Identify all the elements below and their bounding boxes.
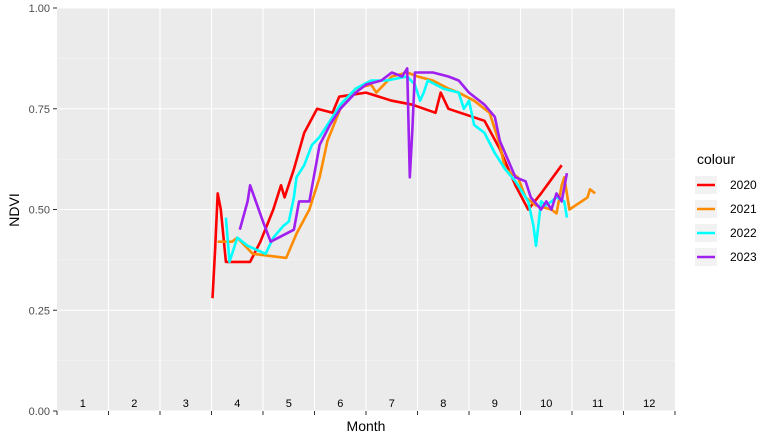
month-label: 7 (389, 398, 395, 410)
y-tick-label: 0.75 (29, 104, 50, 116)
month-label: 2 (131, 398, 137, 410)
grid-lines (57, 7, 675, 412)
y-tick-label: 0.50 (29, 205, 50, 217)
y-tick-label: 0.25 (29, 305, 50, 317)
y-axis: 0.00 0.25 0.50 0.75 1.00 (29, 3, 57, 418)
month-labels: 1 2 3 4 5 6 7 8 9 10 11 12 (80, 398, 656, 410)
x-axis (56, 411, 676, 415)
legend-label-2021: 2021 (730, 202, 757, 216)
y-tick-label: 1.00 (29, 3, 50, 15)
series-line-2020 (211, 91, 563, 299)
legend-label-2022: 2022 (730, 226, 757, 240)
series-line-2023 (238, 67, 569, 243)
series-line-2022 (224, 75, 569, 264)
month-label: 9 (492, 398, 498, 410)
month-label: 5 (286, 398, 292, 410)
month-label: 10 (540, 398, 552, 410)
y-axis-title: NDVI (6, 193, 22, 226)
month-label: 4 (234, 398, 240, 410)
legend: colour 2020 2021 2022 2023 (695, 151, 757, 266)
month-label: 1 (80, 398, 86, 410)
series-lines (211, 67, 597, 299)
month-label: 12 (643, 398, 655, 410)
legend-title: colour (697, 151, 735, 167)
legend-label-2020: 2020 (730, 178, 757, 192)
x-axis-title: Month (347, 418, 386, 434)
month-label: 6 (337, 398, 343, 410)
month-label: 8 (440, 398, 446, 410)
legend-label-2023: 2023 (730, 250, 757, 264)
y-tick-label: 0.00 (29, 406, 50, 418)
month-label: 3 (183, 398, 189, 410)
month-label: 11 (592, 398, 603, 410)
